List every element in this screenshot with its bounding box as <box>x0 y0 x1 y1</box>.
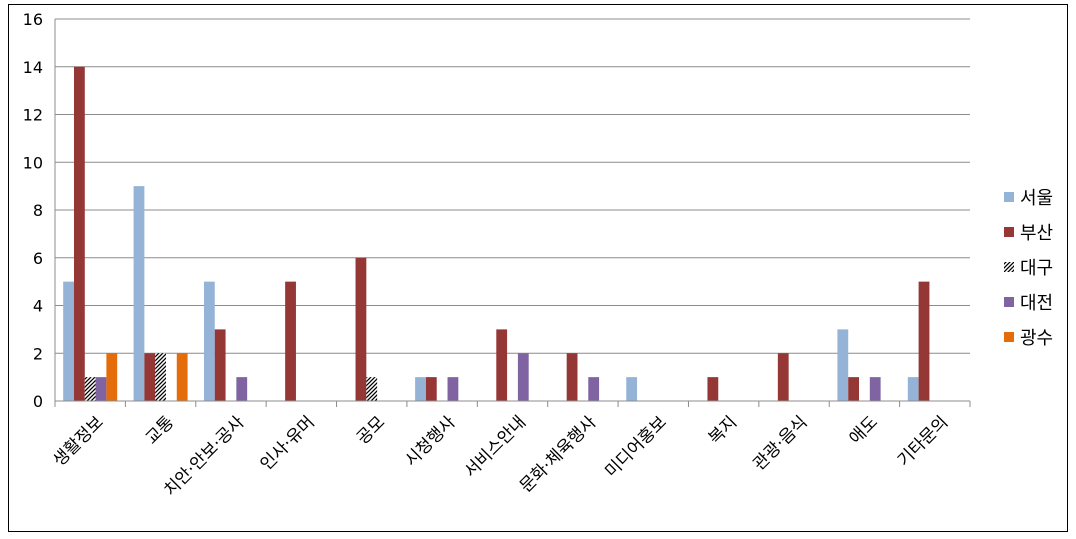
x-tick-label: 문화·체육행사 <box>516 412 601 497</box>
legend-swatch <box>1004 192 1014 202</box>
legend-label: 대구 <box>1020 258 1053 279</box>
axes <box>54 19 971 407</box>
bar-서울-시청행사 <box>415 377 426 402</box>
bar-대구-공모 <box>366 377 378 402</box>
legend-label: 광수 <box>1020 328 1053 349</box>
bar-대구-생활정보 <box>84 377 96 402</box>
chart-frame <box>8 4 1068 532</box>
x-tick-label: 시청행사 <box>401 412 460 471</box>
bar-대전-애도 <box>869 377 881 402</box>
bar-부산-생활정보 <box>73 66 85 401</box>
bar-부산-기타문의 <box>918 281 930 402</box>
y-tick-label: 10 <box>23 153 43 172</box>
y-tick-label: 12 <box>23 106 43 125</box>
bar-서울-애도 <box>837 329 849 402</box>
x-tick-label: 공모 <box>353 412 389 448</box>
legend-label: 부산 <box>1020 223 1053 244</box>
y-tick-label: 6 <box>33 249 43 268</box>
bar-광수-생활정보 <box>106 353 118 401</box>
bar-대전-치안·안보·공사 <box>236 377 248 402</box>
bar-서울-생활정보 <box>63 281 74 402</box>
x-tick-label: 기타문의 <box>894 412 952 470</box>
y-tick-labels: 0 2 4 6 8 10 12 14 16 <box>23 10 43 411</box>
bar-부산-인사·유머 <box>285 281 296 402</box>
legend-swatch <box>1004 297 1014 307</box>
legend-swatch <box>1004 227 1014 237</box>
x-tick-label: 인사·유머 <box>257 412 319 474</box>
legend-swatch <box>1004 332 1014 342</box>
bar-대구-교통 <box>155 353 166 401</box>
y-tick-label: 14 <box>23 58 43 77</box>
x-tick-label: 관광·음식 <box>749 412 811 474</box>
y-tick-label: 0 <box>33 392 43 411</box>
legend-label: 대전 <box>1020 293 1053 314</box>
x-tick-label: 애도 <box>846 412 882 448</box>
bar-부산-교통 <box>144 353 156 401</box>
bar-서울-미디어홍보 <box>626 377 638 402</box>
bar-부산-관광·음식 <box>777 353 789 401</box>
bar-부산-서비스안내 <box>496 329 508 402</box>
y-tick-label: 16 <box>23 10 43 29</box>
bar-대전-생활정보 <box>95 377 107 402</box>
bar-대전-시청행사 <box>447 377 459 402</box>
bar-서울-교통 <box>133 186 145 402</box>
bar-부산-치안·안보·공사 <box>214 329 226 402</box>
x-tick-label: 서비스안내 <box>461 412 530 481</box>
bar-부산-복지 <box>707 377 719 402</box>
bar-대전-문화·체육행사 <box>588 377 600 402</box>
bar-서울-기타문의 <box>907 377 919 402</box>
x-tick-label: 복지 <box>705 412 741 448</box>
bar-서울-치안·안보·공사 <box>203 281 215 402</box>
x-tick-label: 교통 <box>142 412 178 448</box>
bars <box>63 66 930 402</box>
bar-부산-문화·체육행사 <box>566 353 578 401</box>
y-tick-label: 4 <box>33 297 43 316</box>
y-tick-label: 2 <box>33 344 43 363</box>
x-tick-label: 미디어홍보 <box>601 412 670 481</box>
x-tick-label: 생활정보 <box>49 412 107 470</box>
bar-대전-서비스안내 <box>517 353 529 401</box>
y-tick-label: 8 <box>33 201 43 220</box>
legend-label: 서울 <box>1020 188 1053 209</box>
bar-광수-교통 <box>176 353 188 401</box>
legend-swatch <box>1004 262 1014 272</box>
bar-부산-애도 <box>848 377 860 402</box>
gridlines <box>55 18 970 354</box>
bar-부산-시청행사 <box>425 377 437 402</box>
bar-부산-공모 <box>355 257 367 401</box>
